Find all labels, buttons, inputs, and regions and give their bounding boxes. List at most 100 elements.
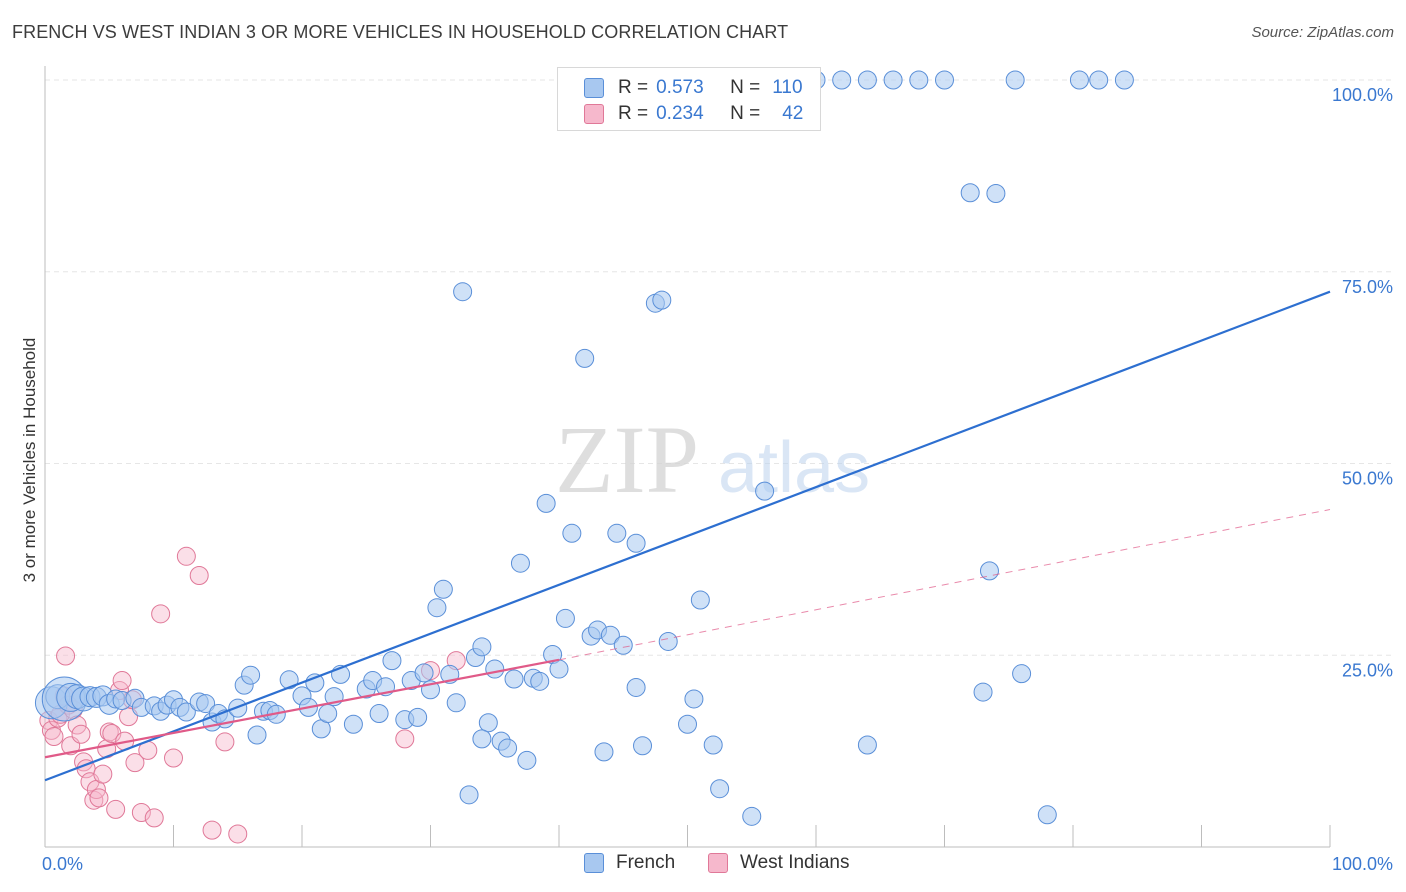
legend-n-value: 110: [772, 77, 803, 98]
french-point: [382, 651, 402, 671]
french-point: [176, 702, 196, 722]
french-point: [1012, 664, 1032, 684]
french-point: [935, 70, 954, 90]
legend-item-french[interactable]: French: [584, 852, 675, 874]
french-point: [633, 736, 653, 756]
french-point: [960, 183, 980, 203]
french-point: [510, 553, 530, 573]
french-point: [504, 669, 524, 689]
west-indians-point: [202, 820, 222, 840]
french-point: [684, 689, 704, 709]
french-trend-line: [44, 290, 1331, 782]
french-point: [478, 713, 498, 733]
french-point: [343, 714, 363, 734]
west-indians-trend-line: [44, 658, 560, 759]
french-point: [369, 704, 389, 724]
tick-labels: 25.0% 50.0% 75.0% 100.0% 0.0% 100.0%: [42, 85, 1393, 874]
french-point: [857, 70, 877, 90]
west-indians-point: [56, 646, 76, 666]
west-indians-point: [106, 799, 126, 819]
west-indians-point: [176, 546, 196, 566]
french-point: [909, 70, 929, 90]
french-point: [241, 665, 261, 685]
west-indians-point: [228, 824, 248, 844]
french-point: [626, 533, 646, 553]
french-point: [658, 631, 678, 651]
french-point: [318, 704, 338, 724]
x-tick-label: 100.0%: [1332, 854, 1393, 874]
french-point: [1005, 70, 1025, 90]
french-point: [1114, 70, 1134, 90]
west-indians-point: [164, 748, 183, 768]
french-point: [408, 707, 428, 727]
x-tick-label: 0.0%: [42, 854, 83, 874]
west-indians-swatch: [708, 853, 728, 873]
french-point: [594, 742, 614, 762]
french-point: [279, 670, 299, 690]
french-point: [832, 70, 852, 90]
french-point: [607, 523, 627, 543]
legend-item-west-indians[interactable]: West Indians: [708, 852, 849, 874]
french-point: [247, 725, 267, 745]
legend-n-label: N =: [730, 77, 761, 98]
french-point: [549, 659, 569, 679]
legend-row-french: R = 0.573 N = 110: [584, 76, 803, 100]
french-point: [742, 806, 762, 826]
watermark-zip: ZIP: [555, 406, 699, 513]
french-point: [1069, 70, 1089, 90]
french-point: [1089, 70, 1109, 90]
french-point: [446, 693, 466, 713]
west-indians-point: [89, 788, 109, 808]
french-point: [517, 750, 537, 770]
west-indians-point: [112, 671, 132, 691]
french-point: [857, 735, 877, 755]
french-point: [973, 682, 993, 702]
french-point: [613, 635, 633, 655]
axis-layer: [44, 66, 1331, 848]
french-swatch: [584, 78, 604, 98]
west-indians-point: [215, 732, 235, 752]
french-point: [536, 493, 556, 513]
west-indians-point: [71, 724, 91, 744]
y-tick-label: 75.0%: [1342, 277, 1393, 297]
trend-lines: [44, 290, 1331, 782]
french-point: [652, 290, 672, 310]
french-point: [703, 735, 723, 755]
west-indians-point: [151, 604, 171, 624]
y-tick-label: 50.0%: [1342, 469, 1393, 489]
french-point: [472, 729, 492, 749]
french-point: [472, 637, 492, 657]
french-point: [433, 579, 453, 599]
french-point: [196, 694, 216, 714]
source-label: Source: ZipAtlas.com: [1251, 24, 1394, 41]
french-point: [755, 481, 775, 501]
french-point: [690, 590, 710, 610]
french-point: [485, 659, 505, 679]
legend-n-label: N =: [730, 103, 761, 124]
french-point: [626, 677, 646, 697]
legend-row-west-indians: R = 0.234 N = 42: [584, 102, 803, 126]
french-point: [986, 184, 1006, 204]
french-point: [710, 779, 730, 799]
french-point: [530, 671, 550, 691]
west-indians-point: [131, 802, 151, 822]
legend-label-west-indians: West Indians: [740, 852, 850, 873]
bottom-legend: French West Indians: [0, 852, 1406, 878]
west-indians-point: [44, 727, 64, 747]
west-indians-point: [395, 729, 415, 749]
y-tick-label: 25.0%: [1342, 660, 1393, 680]
chart-title: FRENCH VS WEST INDIAN 3 OR MORE VEHICLES…: [12, 22, 789, 42]
west-indians-swatch: [584, 104, 604, 124]
french-point: [600, 625, 620, 645]
west-indians-point: [93, 764, 113, 784]
legend-r-label: R =: [618, 77, 649, 98]
french-point: [427, 598, 447, 618]
grid-layer: [45, 79, 1392, 656]
west-indians-trend-extension: [558, 509, 1331, 661]
west-indians-point: [144, 808, 164, 828]
y-tick-label: 100.0%: [1332, 85, 1393, 105]
french-point: [555, 608, 575, 628]
french-point: [414, 663, 434, 683]
french-point: [575, 348, 595, 368]
